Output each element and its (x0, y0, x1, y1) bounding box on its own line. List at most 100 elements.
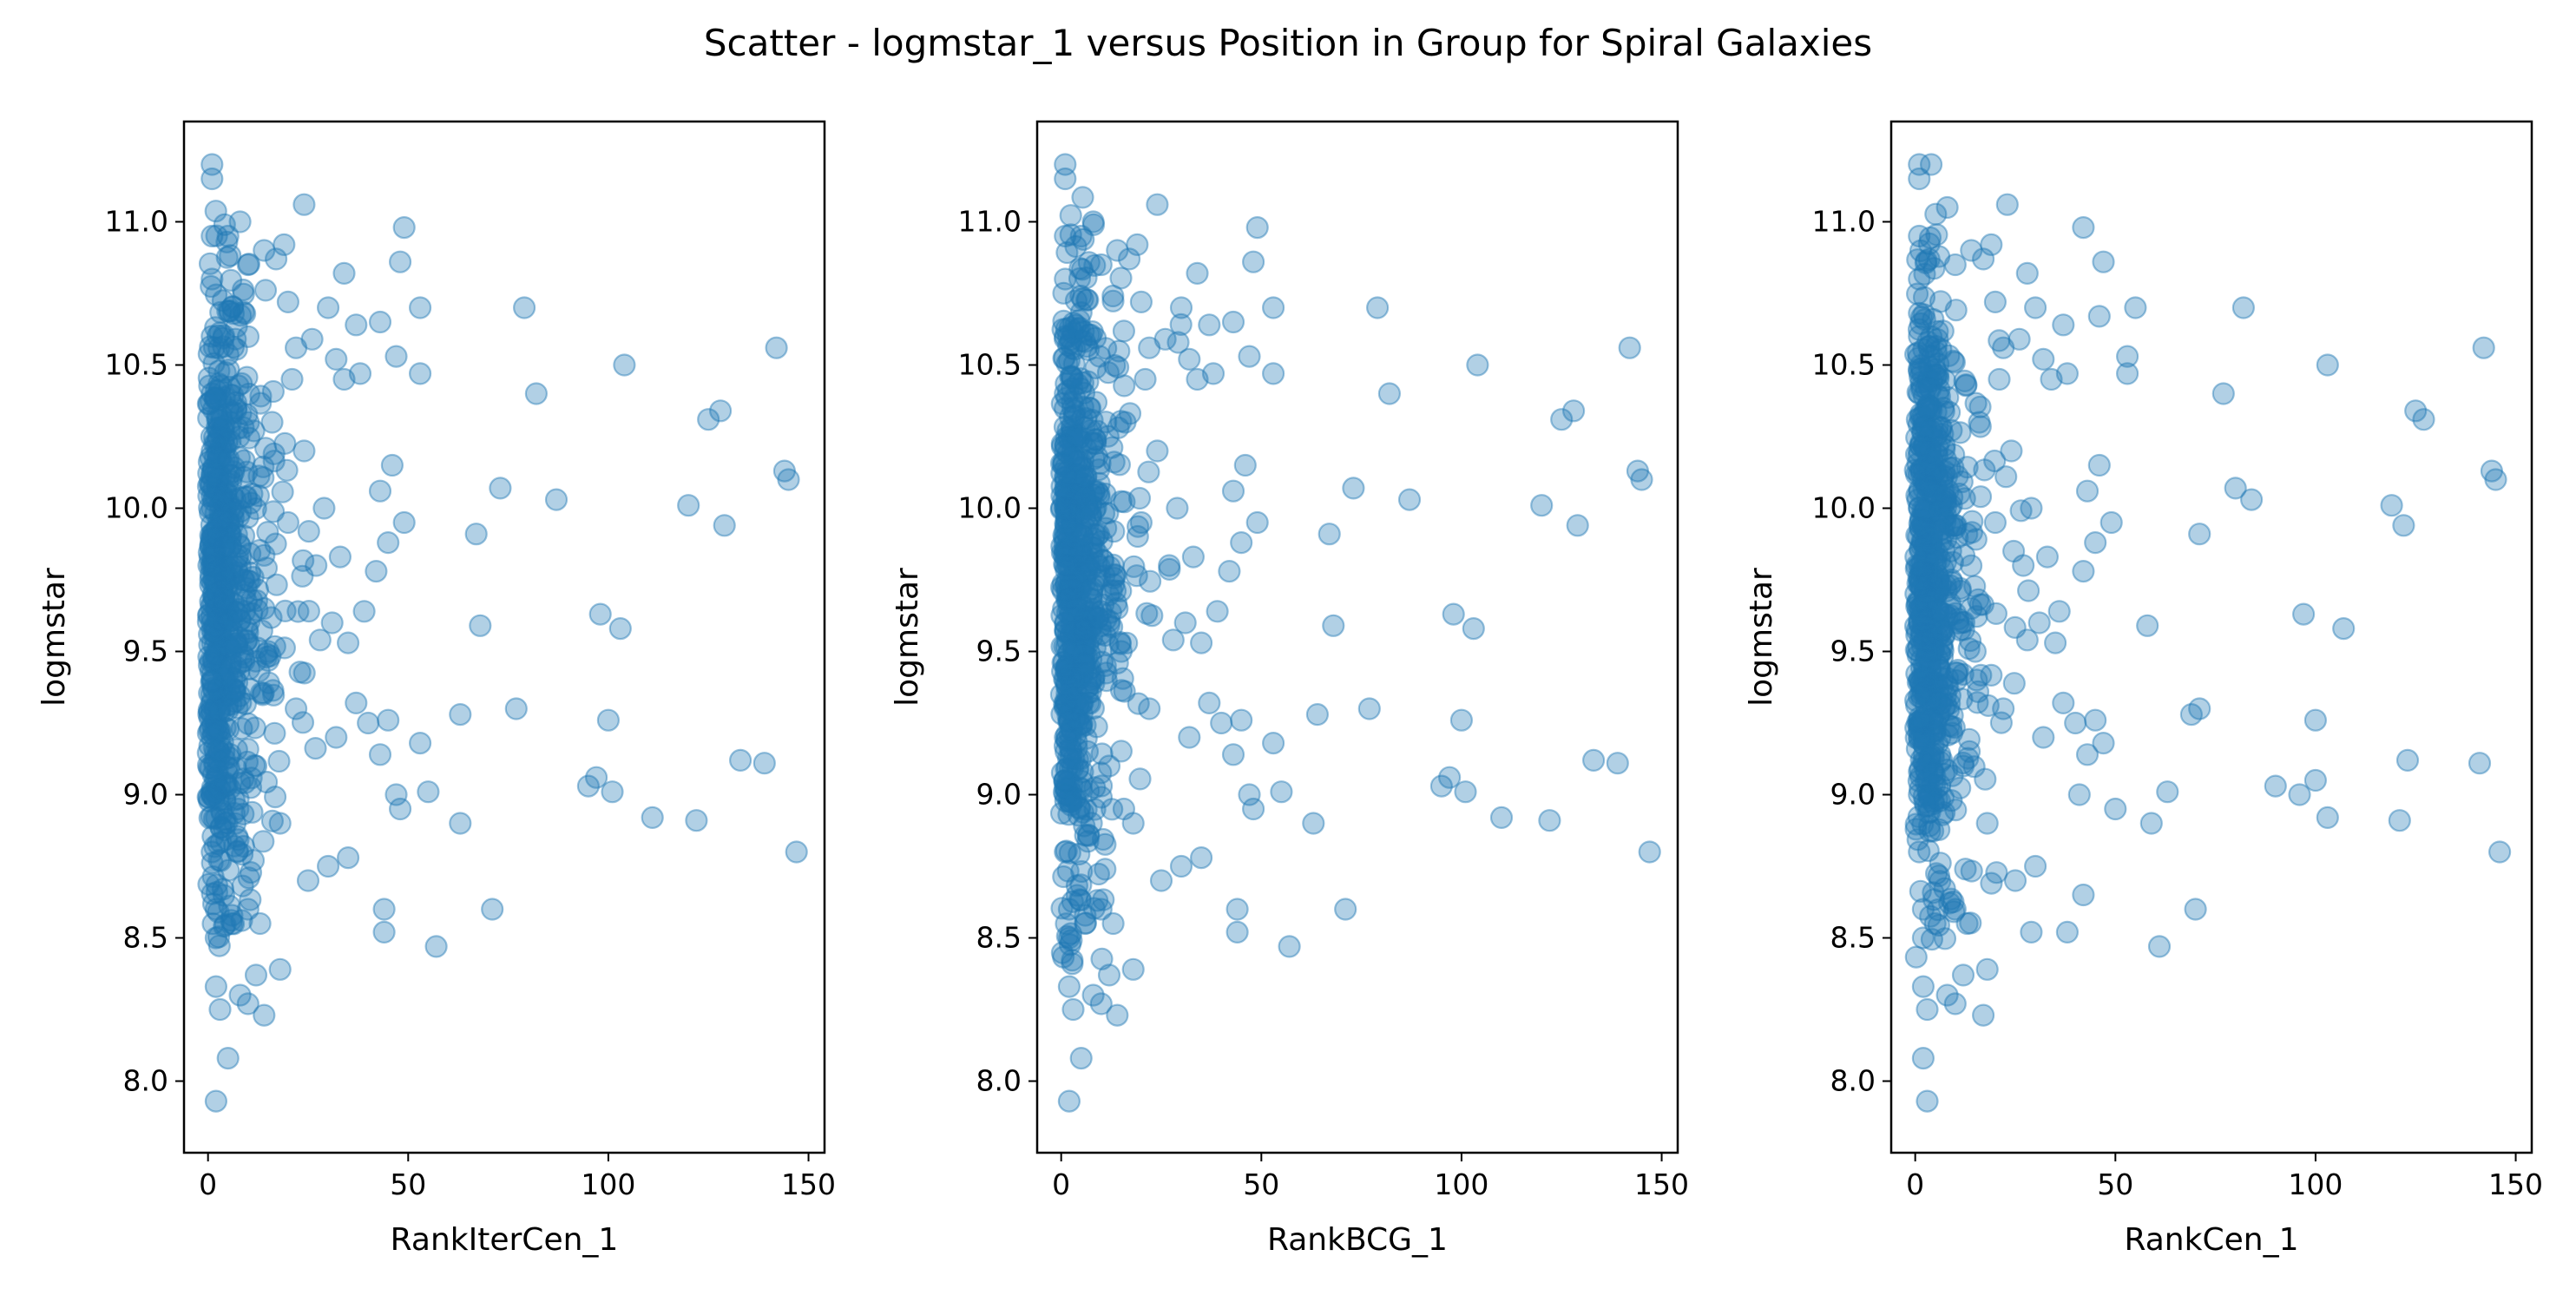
scatter-point (203, 432, 227, 456)
scatter-point (203, 386, 227, 410)
scatter-point (215, 546, 239, 570)
scatter-point (1916, 589, 1939, 613)
scatter-point (1972, 1003, 1995, 1027)
scatter-point (252, 466, 275, 490)
scatter-point (1909, 462, 1933, 485)
scatter-point (202, 566, 226, 589)
scatter-point (234, 485, 258, 510)
scatter-point (1919, 437, 1942, 461)
scatter-point (728, 748, 752, 773)
scatter-point (1914, 251, 1937, 274)
scatter-point (1053, 734, 1077, 758)
scatter-point (1089, 898, 1113, 921)
scatter-point (1916, 621, 1940, 646)
scatter-point (210, 520, 233, 543)
scatter-point (1057, 709, 1081, 733)
scatter-point (1067, 494, 1090, 517)
scatter-point (1062, 444, 1086, 467)
scatter-point (1939, 539, 1962, 562)
scatter-point (1049, 575, 1074, 599)
scatter-point (1079, 418, 1103, 442)
scatter-point (1061, 513, 1084, 536)
scatter-point (1928, 385, 1951, 409)
scatter-point (1074, 610, 1097, 635)
scatter-point (1057, 641, 1081, 665)
scatter-point (1933, 927, 1957, 950)
scatter-point (255, 770, 279, 794)
scatter-point (1906, 639, 1929, 662)
scatter-point (1089, 622, 1113, 646)
x-tick-label: 100 (1434, 1167, 1488, 1201)
scatter-point (211, 453, 235, 477)
scatter-point (1094, 832, 1117, 856)
scatter-point (1953, 487, 1976, 510)
scatter-point (1059, 622, 1082, 646)
scatter-point (1910, 665, 1934, 688)
x-tick-label: 150 (781, 1167, 836, 1201)
scatter-point (201, 620, 226, 644)
scatter-point (218, 375, 241, 399)
scatter-point (1058, 662, 1081, 686)
scatter-point (1146, 193, 1169, 216)
scatter-point (197, 406, 220, 430)
scatter-point (1082, 447, 1106, 470)
scatter-point (328, 545, 352, 569)
scatter-point (1919, 904, 1942, 928)
scatter-point (1905, 426, 1929, 450)
scatter-point (1070, 693, 1094, 716)
scatter-point (1906, 643, 1929, 668)
scatter-point (1926, 598, 1950, 621)
scatter-point (247, 660, 271, 683)
scatter-point (1069, 889, 1093, 912)
scatter-point (1929, 529, 1953, 554)
scatter-point (222, 912, 246, 936)
scatter-point (1055, 727, 1079, 751)
scatter-point (200, 382, 224, 405)
scatter-point (214, 479, 238, 503)
scatter-point (1055, 654, 1079, 678)
scatter-point (1181, 545, 1206, 569)
scatter-point (2024, 296, 2047, 319)
scatter-point (1079, 503, 1102, 528)
scatter-point (1053, 635, 1076, 658)
scatter-point (1169, 312, 1193, 336)
scatter-point (203, 445, 227, 469)
scatter-point (1941, 704, 1964, 727)
scatter-point (1061, 541, 1085, 564)
scatter-point (201, 457, 225, 481)
scatter-point (1956, 746, 1980, 770)
scatter-point (1081, 213, 1106, 236)
scatter-point (1904, 343, 1928, 366)
scatter-point (1070, 702, 1094, 726)
scatter-point (1087, 523, 1111, 546)
scatter-point (210, 514, 233, 538)
scatter-point (1061, 321, 1085, 345)
scatter-point (211, 289, 234, 312)
scatter-point (1920, 153, 1943, 176)
scatter-point (1060, 929, 1083, 952)
scatter-point (234, 629, 258, 653)
scatter-point (1922, 639, 1945, 662)
scatter-point (202, 678, 226, 702)
y-tick-label: 10.5 (105, 348, 168, 382)
scatter-point (1919, 636, 1942, 660)
scatter-point (1942, 890, 1965, 914)
scatter-point (217, 358, 240, 382)
scatter-point (1097, 583, 1120, 607)
scatter-point (1924, 424, 1948, 448)
scatter-point (1270, 780, 1293, 804)
scatter-point (1069, 284, 1093, 308)
scatter-point (2072, 883, 2095, 907)
scatter-point (1936, 723, 1960, 747)
scatter-point (205, 386, 228, 410)
scatter-point (1915, 694, 1938, 717)
scatter-point (216, 573, 240, 596)
scatter-point (1907, 412, 1930, 436)
scatter-point (1907, 318, 1931, 341)
scatter-point (1059, 793, 1083, 817)
scatter-point (209, 621, 233, 645)
scatter-point (1052, 309, 1075, 332)
x-tick-label: 0 (1052, 1167, 1070, 1201)
scatter-point (206, 404, 229, 428)
scatter-point (1072, 481, 1096, 504)
